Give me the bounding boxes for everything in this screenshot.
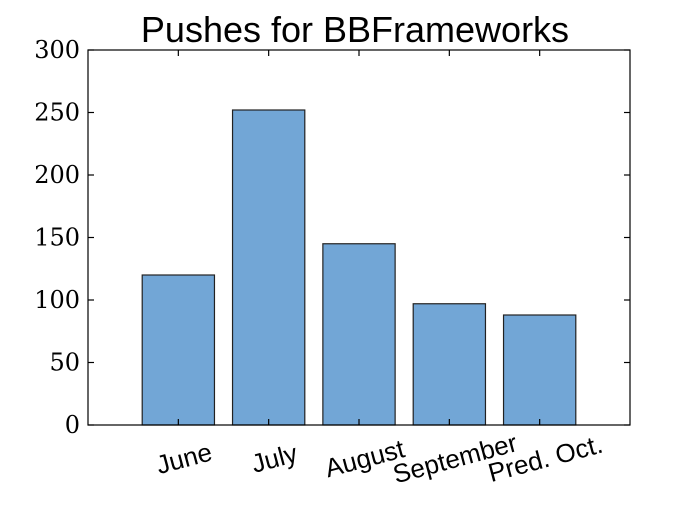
y-tick-label: 100: [34, 286, 80, 314]
bar-august: [322, 243, 396, 426]
chart-title: Pushes for BBFrameworks: [141, 9, 569, 50]
bar-september: [412, 303, 487, 426]
y-tick-label: 250: [34, 99, 80, 127]
x-tick-label: June: [153, 437, 215, 481]
y-tick-label: 200: [34, 161, 80, 189]
y-tick-label: 0: [65, 411, 80, 439]
bar-june: [141, 274, 216, 426]
y-tick-label: 50: [49, 349, 80, 377]
bar-july: [231, 109, 306, 426]
x-tick-label: July: [248, 438, 300, 479]
y-tick-label: 150: [34, 224, 80, 252]
y-tick-label: 300: [34, 36, 80, 64]
plot-frame: [87, 49, 631, 426]
bars-group: [141, 109, 577, 426]
bar-pred-oct: [502, 314, 577, 426]
y-axis-labels: 0 50 100 150 200 250 300: [34, 36, 80, 439]
